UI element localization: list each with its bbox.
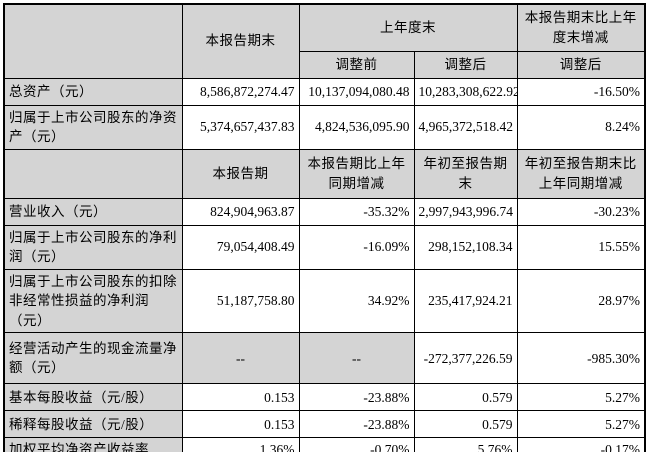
row-label: 经营活动产生的现金流量净额（元） bbox=[3, 332, 183, 385]
cell-value: -0.70% bbox=[298, 437, 415, 452]
header-current-vs-prior-period: 本报告期比上年同期增减 bbox=[298, 148, 415, 199]
table-row-total-assets: 总资产（元） 8,586,872,274.47 10,137,094,080.4… bbox=[3, 77, 646, 106]
cell-value: 235,417,924.21 bbox=[413, 268, 518, 334]
row-label: 加权平均净资产收益率 bbox=[3, 437, 183, 452]
row-label: 归属于上市公司股东的净资产（元） bbox=[3, 104, 183, 150]
row-label: 营业收入（元） bbox=[3, 197, 183, 226]
cell-value: 5.27% bbox=[516, 383, 646, 412]
table-row-basic-eps: 基本每股收益（元/股） 0.153 -23.88% 0.579 5.27% bbox=[3, 383, 646, 412]
row-label: 稀释每股收益（元/股） bbox=[3, 410, 183, 439]
table-row-net-profit: 归属于上市公司股东的净利润（元） 79,054,408.49 -16.09% 2… bbox=[3, 224, 646, 270]
header-change-vs-prev-year-end: 本报告期末比上年度末增减 bbox=[516, 3, 646, 52]
balance-header-row-2: 调整前 调整后 调整后 bbox=[4, 50, 646, 79]
row-label: 基本每股收益（元/股） bbox=[3, 383, 183, 412]
cell-value: -16.09% bbox=[298, 224, 415, 270]
table-row-diluted-eps: 稀释每股收益（元/股） 0.153 -23.88% 0.579 5.27% bbox=[3, 410, 646, 439]
header-year-to-date: 年初至报告期末 bbox=[413, 148, 518, 199]
cell-value: -23.88% bbox=[298, 410, 415, 439]
cell-value: 51,187,758.80 bbox=[181, 268, 300, 334]
balance-header-row-1: 本报告期末 上年度末 本报告期末比上年度末增减 bbox=[3, 3, 646, 79]
cell-value: 28.97% bbox=[516, 268, 646, 334]
header-ytd-vs-prior-period: 年初至报告期末比上年同期增减 bbox=[516, 148, 646, 199]
corner-blank-cell bbox=[3, 3, 183, 79]
header-before-adjust: 调整前 bbox=[298, 50, 415, 79]
cell-value: 79,054,408.49 bbox=[181, 224, 300, 270]
cell-value: 5,374,657,437.83 bbox=[181, 104, 300, 150]
table-row-revenue: 营业收入（元） 824,904,963.87 -35.32% 2,997,943… bbox=[3, 197, 646, 226]
cell-value: -30.23% bbox=[516, 197, 646, 226]
row-label: 归属于上市公司股东的扣除非经常性损益的净利润（元） bbox=[3, 268, 183, 334]
cell-value: 298,152,108.34 bbox=[413, 224, 518, 270]
cell-value: -23.88% bbox=[298, 383, 415, 412]
header-after-adjust: 调整后 bbox=[413, 50, 518, 79]
cell-value: 4,824,536,095.90 bbox=[298, 104, 415, 150]
cell-value: -272,377,226.59 bbox=[413, 332, 518, 385]
cell-value: 2,997,943,996.74 bbox=[413, 197, 518, 226]
cell-value: -16.50% bbox=[516, 77, 646, 106]
table-row-operating-cash-flow: 经营活动产生的现金流量净额（元） -- -- -272,377,226.59 -… bbox=[3, 332, 646, 385]
cell-value: 4,965,372,518.42 bbox=[413, 104, 518, 150]
cell-value: 0.153 bbox=[181, 383, 300, 412]
income-header-row: 本报告期 本报告期比上年同期增减 年初至报告期末 年初至报告期末比上年同期增减 bbox=[3, 148, 646, 199]
cell-value: 15.55% bbox=[516, 224, 646, 270]
cell-value: 824,904,963.87 bbox=[181, 197, 300, 226]
cell-value: 5.76% bbox=[413, 437, 518, 452]
cell-value: 1.36% bbox=[181, 437, 300, 452]
header-current-period: 本报告期 bbox=[181, 148, 300, 199]
header-change-after-adjust: 调整后 bbox=[516, 50, 646, 79]
cell-value: 5.27% bbox=[516, 410, 646, 439]
blank-label-cell bbox=[3, 148, 183, 199]
cell-not-applicable: -- bbox=[181, 332, 300, 385]
table-row-net-assets: 归属于上市公司股东的净资产（元） 5,374,657,437.83 4,824,… bbox=[3, 104, 646, 150]
cell-value: 0.153 bbox=[181, 410, 300, 439]
row-label: 归属于上市公司股东的净利润（元） bbox=[3, 224, 183, 270]
header-current-period-end: 本报告期末 bbox=[181, 3, 300, 79]
cell-value: 8.24% bbox=[516, 104, 646, 150]
cell-value: 8,586,872,274.47 bbox=[181, 77, 300, 106]
header-prev-year-end: 上年度末 bbox=[298, 3, 518, 52]
cell-value: -985.30% bbox=[516, 332, 646, 385]
table-row-weighted-avg-roe: 加权平均净资产收益率 1.36% -0.70% 5.76% -0.17% bbox=[3, 437, 646, 452]
cell-value: -35.32% bbox=[298, 197, 415, 226]
cell-value: 0.579 bbox=[413, 410, 518, 439]
table-row-net-profit-excl-nonrecurring: 归属于上市公司股东的扣除非经常性损益的净利润（元） 51,187,758.80 … bbox=[3, 268, 646, 334]
cell-value: -0.17% bbox=[516, 437, 646, 452]
cell-not-applicable: -- bbox=[298, 332, 415, 385]
cell-value: 10,137,094,080.48 bbox=[298, 77, 415, 106]
financial-report-table: 本报告期末 上年度末 本报告期末比上年度末增减 调整前 调整后 调整后 总资产（… bbox=[3, 3, 646, 452]
cell-value: 10,283,308,622.92 bbox=[413, 77, 518, 106]
row-label: 总资产（元） bbox=[3, 77, 183, 106]
cell-value: 34.92% bbox=[298, 268, 415, 334]
cell-value: 0.579 bbox=[413, 383, 518, 412]
